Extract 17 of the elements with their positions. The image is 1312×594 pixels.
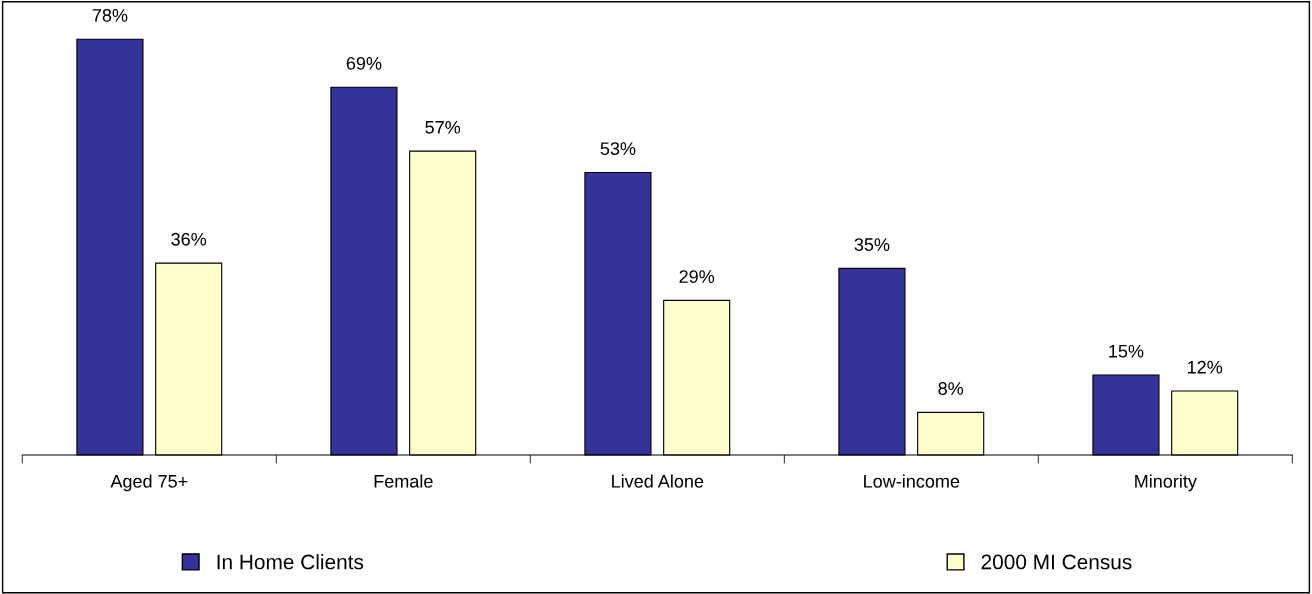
x-tick-label: Low-income: [864, 474, 960, 488]
data-label: 78%: [92, 8, 128, 22]
data-label: 15%: [1109, 344, 1144, 358]
legend-label: In Home Clients: [217, 554, 364, 570]
x-tick-label: Lived Alone: [612, 474, 704, 488]
legend-label: 2000 MI Census: [981, 554, 1132, 570]
data-label: 53%: [600, 142, 636, 156]
data-label: 36%: [171, 232, 207, 246]
data-label: 12%: [1188, 360, 1223, 374]
data-label: 57%: [425, 120, 461, 134]
x-tick-label: Female: [374, 474, 433, 488]
data-label: 69%: [346, 56, 382, 70]
data-label: 8%: [938, 382, 964, 395]
x-tick-label: Minority: [1135, 474, 1197, 492]
data-label: 29%: [679, 270, 715, 283]
x-tick-label: Aged 75+: [110, 474, 188, 492]
data-label: 35%: [854, 238, 890, 251]
